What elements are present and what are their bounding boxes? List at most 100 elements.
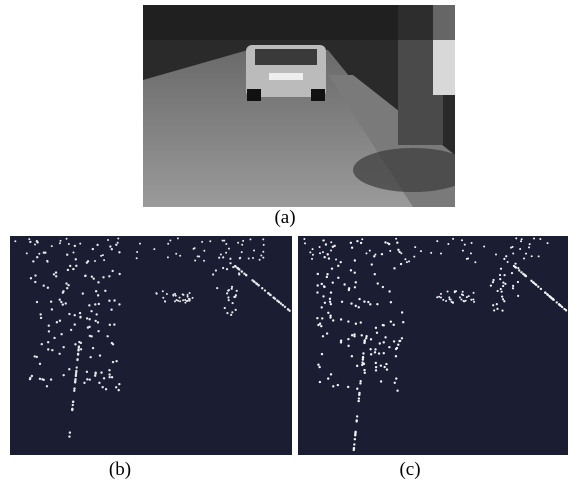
edge-point bbox=[79, 243, 81, 245]
edge-point bbox=[507, 261, 509, 263]
edge-point bbox=[74, 314, 76, 316]
edge-point bbox=[316, 317, 318, 319]
edge-point bbox=[459, 296, 461, 298]
edge-point bbox=[215, 269, 217, 271]
edge-point bbox=[393, 340, 395, 342]
edge-point bbox=[228, 248, 230, 250]
edge-point bbox=[452, 238, 454, 240]
edge-point bbox=[86, 371, 88, 373]
edge-point bbox=[348, 289, 350, 291]
edge-point bbox=[347, 386, 349, 388]
edge-point bbox=[311, 258, 313, 260]
edge-point bbox=[401, 311, 403, 313]
edge-point bbox=[483, 246, 485, 248]
edge-point bbox=[72, 400, 74, 402]
edge-point bbox=[448, 296, 450, 298]
edge-point bbox=[322, 335, 324, 337]
edge-point bbox=[442, 299, 444, 301]
edge-point bbox=[369, 348, 371, 350]
edge-point bbox=[323, 256, 325, 258]
edge-point bbox=[499, 274, 501, 276]
edge-point bbox=[363, 342, 365, 344]
edge-point bbox=[323, 239, 325, 241]
edge-point bbox=[354, 272, 356, 274]
edge-point bbox=[218, 257, 220, 259]
edge-point bbox=[374, 351, 376, 353]
edge-point bbox=[118, 383, 120, 385]
edge-point bbox=[329, 314, 331, 316]
edge-point bbox=[109, 324, 111, 326]
edge-point bbox=[229, 262, 231, 264]
edge-point bbox=[201, 241, 203, 243]
edge-point bbox=[108, 369, 110, 371]
edge-point bbox=[512, 285, 514, 287]
edge-point bbox=[384, 336, 386, 338]
edge-point bbox=[495, 254, 497, 256]
edge-point bbox=[374, 254, 376, 256]
edge-point bbox=[230, 314, 232, 316]
edge-point bbox=[347, 345, 349, 347]
edge-point bbox=[340, 339, 342, 341]
edge-point bbox=[525, 253, 527, 255]
edge-point bbox=[56, 321, 58, 323]
edge-point bbox=[94, 303, 96, 305]
edge-point bbox=[99, 354, 101, 356]
edge-point bbox=[227, 296, 229, 298]
edge-point bbox=[278, 301, 280, 303]
edge-point bbox=[445, 300, 447, 302]
edge-point bbox=[39, 378, 41, 380]
edge-point bbox=[226, 292, 228, 294]
edge-point bbox=[355, 323, 357, 325]
edge-point bbox=[136, 251, 138, 253]
edge-point bbox=[369, 303, 371, 305]
edge-point bbox=[245, 274, 247, 276]
edge-point bbox=[353, 447, 355, 449]
edge-point bbox=[67, 284, 69, 286]
edge-point bbox=[118, 303, 120, 305]
edge-point bbox=[364, 339, 366, 341]
edge-point bbox=[237, 242, 239, 244]
edge-point bbox=[395, 355, 397, 357]
edge-point bbox=[47, 348, 49, 350]
edge-point bbox=[370, 353, 372, 355]
edge-point bbox=[375, 369, 377, 371]
edge-point bbox=[74, 323, 76, 325]
edge-point bbox=[182, 299, 184, 301]
edge-point bbox=[333, 245, 335, 247]
edge-point bbox=[235, 309, 237, 311]
edge-point bbox=[330, 250, 332, 252]
edge-point bbox=[51, 245, 53, 247]
edge-point bbox=[241, 251, 243, 253]
edge-point bbox=[71, 408, 73, 410]
edge-point bbox=[226, 312, 228, 314]
edge-point bbox=[111, 376, 113, 378]
edge-point bbox=[468, 295, 470, 297]
edge-point bbox=[502, 298, 504, 300]
edge-point bbox=[259, 259, 261, 261]
edge-point bbox=[75, 265, 77, 267]
edge-point bbox=[194, 247, 196, 249]
edge-point bbox=[400, 252, 402, 254]
edge-point bbox=[167, 256, 169, 258]
edge-point bbox=[197, 255, 199, 257]
edge-point bbox=[354, 259, 356, 261]
edge-point bbox=[319, 246, 321, 248]
edge-point bbox=[328, 257, 330, 259]
edge-point bbox=[280, 302, 282, 304]
edge-point bbox=[356, 388, 358, 390]
edge-point bbox=[92, 347, 94, 349]
edge-point bbox=[389, 250, 391, 252]
edge-point bbox=[517, 281, 519, 283]
edge-image bbox=[10, 236, 292, 455]
edge-point bbox=[347, 320, 349, 322]
edge-point bbox=[203, 260, 205, 262]
edge-point bbox=[351, 355, 353, 357]
edge-point bbox=[502, 285, 504, 287]
edge-point bbox=[59, 242, 61, 244]
edge-point bbox=[253, 250, 255, 252]
edge-point bbox=[402, 321, 404, 323]
edge-point bbox=[470, 252, 472, 254]
edge-point bbox=[321, 353, 323, 355]
edge-point bbox=[102, 276, 104, 278]
edge-point bbox=[79, 312, 81, 314]
